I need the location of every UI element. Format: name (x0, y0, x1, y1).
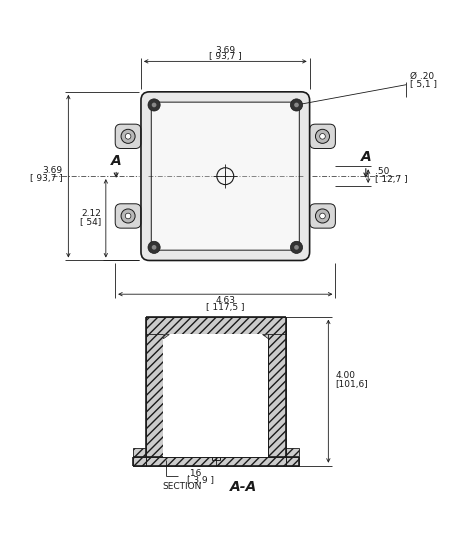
Circle shape (125, 134, 131, 139)
Circle shape (294, 103, 299, 108)
FancyBboxPatch shape (310, 204, 336, 228)
Bar (286, 448, 299, 457)
Circle shape (291, 99, 302, 111)
FancyBboxPatch shape (141, 92, 310, 261)
Bar (133, 448, 146, 457)
Text: A: A (360, 150, 371, 164)
Circle shape (148, 99, 160, 111)
Bar (133, 457, 299, 465)
Text: [ 54]: [ 54] (80, 218, 101, 226)
Circle shape (152, 103, 156, 108)
Circle shape (121, 129, 135, 143)
Circle shape (316, 129, 329, 143)
Text: 2.12: 2.12 (81, 209, 101, 218)
Circle shape (152, 245, 156, 250)
Text: 3.69: 3.69 (43, 166, 63, 175)
Text: 4.00: 4.00 (336, 371, 356, 380)
Text: [101,6]: [101,6] (336, 380, 368, 389)
Circle shape (319, 213, 325, 219)
Text: [ 93,7 ]: [ 93,7 ] (209, 52, 242, 61)
Circle shape (294, 245, 299, 250)
Bar (268, 317, 286, 457)
Text: 3.69: 3.69 (215, 47, 236, 55)
Text: A: A (111, 154, 121, 167)
Text: [ 3,9 ]: [ 3,9 ] (187, 476, 214, 485)
Circle shape (319, 134, 325, 139)
Circle shape (121, 209, 135, 223)
Polygon shape (164, 334, 169, 339)
Text: Ø .20: Ø .20 (410, 72, 435, 81)
Circle shape (148, 241, 160, 254)
Text: [ 93,7 ]: [ 93,7 ] (30, 173, 63, 182)
FancyBboxPatch shape (151, 102, 299, 250)
Circle shape (316, 209, 329, 223)
Text: 4.63: 4.63 (215, 296, 235, 304)
Text: [ 12,7 ]: [ 12,7 ] (375, 175, 408, 185)
Text: .16: .16 (187, 469, 201, 478)
FancyBboxPatch shape (115, 124, 141, 149)
Circle shape (125, 213, 131, 219)
Bar (146, 317, 286, 334)
Text: [ 117,5 ]: [ 117,5 ] (206, 303, 245, 311)
Polygon shape (263, 334, 268, 339)
Text: A-A: A-A (230, 480, 258, 494)
Text: SECTION: SECTION (163, 482, 202, 491)
FancyBboxPatch shape (115, 204, 141, 228)
FancyBboxPatch shape (310, 124, 336, 149)
Text: .50: .50 (375, 167, 390, 176)
Bar (164, 334, 268, 457)
Bar (146, 317, 164, 457)
Circle shape (291, 241, 302, 254)
Text: [ 5,1 ]: [ 5,1 ] (410, 80, 438, 89)
